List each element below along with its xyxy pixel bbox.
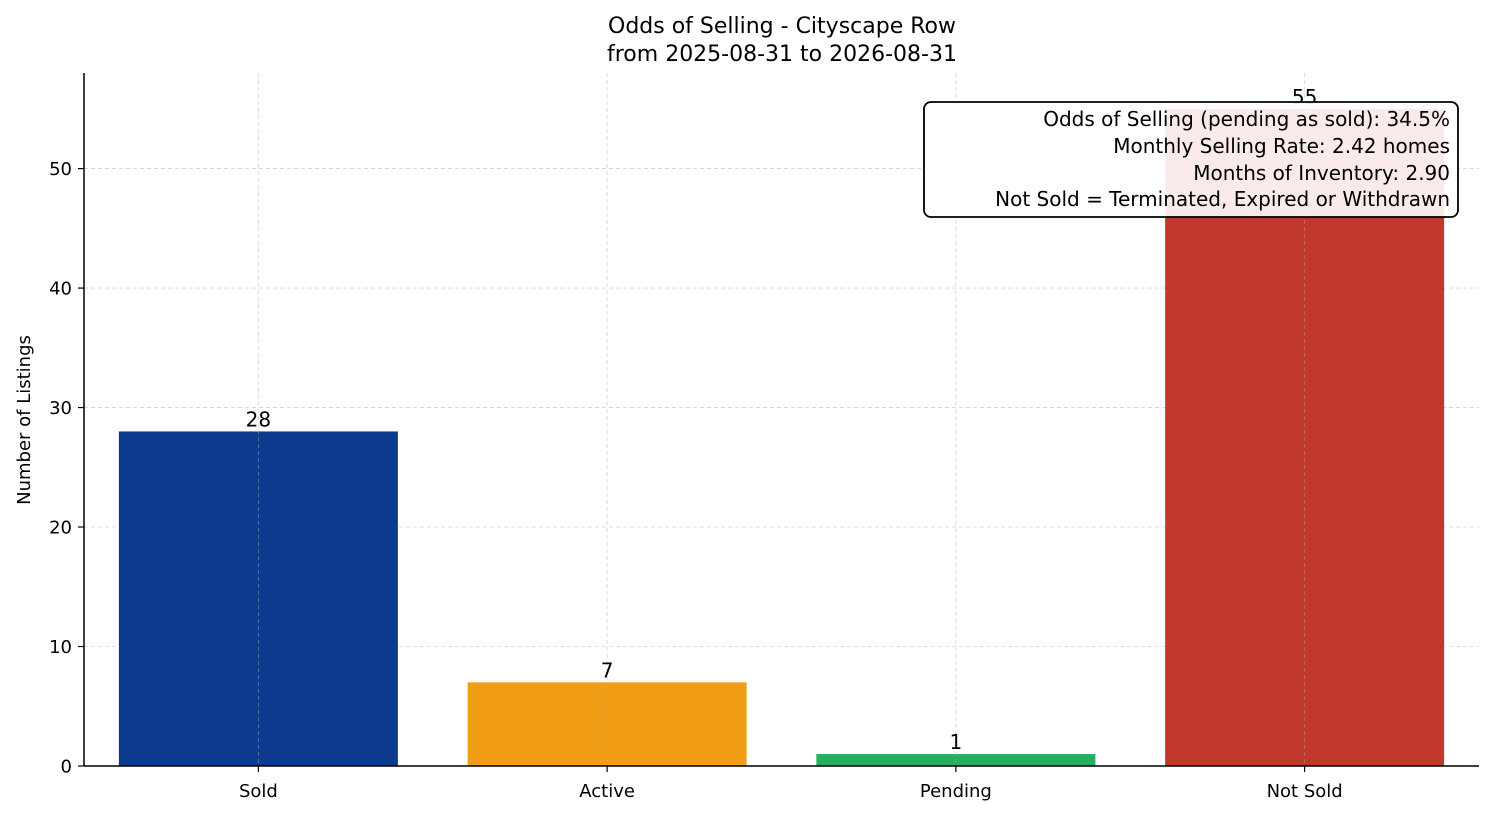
bar-value-label-sold: 28 xyxy=(246,407,271,431)
x-tick-label-not-sold: Not Sold xyxy=(1267,781,1343,802)
info-line-inventory: Months of Inventory: 2.90 xyxy=(1193,161,1450,185)
y-tick-label-0: 0 xyxy=(61,757,72,778)
info-box-frame xyxy=(923,101,1459,218)
axes xyxy=(83,73,1479,767)
bar-value-label-pending: 1 xyxy=(950,730,963,754)
x-tick-label-sold: Sold xyxy=(239,781,278,802)
y-tick-label-10: 10 xyxy=(49,637,72,658)
info-box: Odds of Selling (pending as sold): 34.5%… xyxy=(923,101,1459,218)
y-tick-labels: 0 10 20 30 40 50 xyxy=(49,159,84,778)
x-tick-labels: Sold Active Pending Not Sold xyxy=(239,766,1343,802)
x-tick-label-active: Active xyxy=(579,781,635,802)
y-tick-label-20: 20 xyxy=(49,518,72,539)
chart-subtitle: from 2025-08-31 to 2026-08-31 xyxy=(607,42,957,67)
info-line-odds: Odds of Selling (pending as sold): 34.5% xyxy=(1043,107,1450,131)
y-tick-label-50: 50 xyxy=(49,159,72,180)
info-line-rate: Monthly Selling Rate: 2.42 homes xyxy=(1113,134,1450,158)
chart-title: Odds of Selling - Cityscape Row xyxy=(608,14,956,39)
info-line-definition: Not Sold = Terminated, Expired or Withdr… xyxy=(995,187,1450,211)
x-tick-label-pending: Pending xyxy=(920,781,992,802)
y-tick-label-30: 30 xyxy=(49,398,72,419)
bar-value-label-active: 7 xyxy=(601,658,614,682)
y-axis-label: Number of Listings xyxy=(14,335,35,505)
y-tick-label-40: 40 xyxy=(49,279,72,300)
